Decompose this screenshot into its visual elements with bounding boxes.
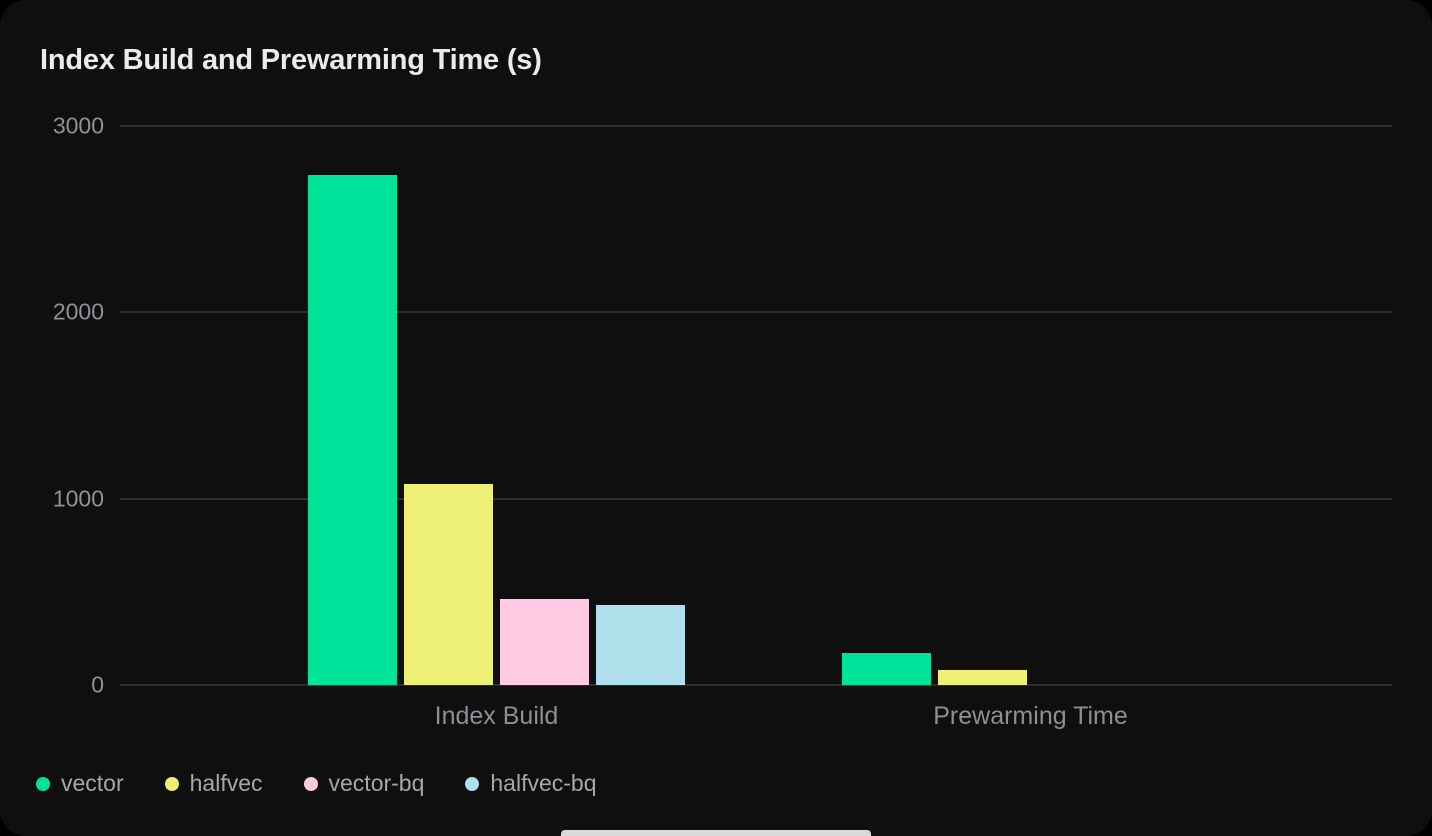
gridline-0 (120, 684, 1392, 686)
bar-group-prewarming-time (842, 126, 1219, 685)
chart-legend: vector halfvec vector-bq halfvec-bq (36, 770, 597, 797)
legend-label: halfvec (189, 770, 263, 796)
x-category-label-prewarming-time: Prewarming Time (933, 702, 1128, 730)
legend-dot-icon (303, 776, 318, 791)
y-tick-label-1000: 1000 (52, 485, 104, 512)
bars-layer (0, 126, 1432, 685)
gridline-3000 (120, 125, 1392, 127)
y-tick-label-0: 0 (91, 671, 104, 698)
y-tick-label-3000: 3000 (52, 112, 104, 139)
legend-label: vector (61, 770, 124, 796)
legend-label: halfvec-bq (490, 770, 597, 796)
bar-vector-index-build[interactable] (308, 175, 397, 685)
legend-item-vector[interactable]: vector (36, 770, 124, 797)
bar-halfvec-bq-index-build[interactable] (596, 605, 685, 685)
bar-vector-bq-index-build[interactable] (500, 599, 589, 685)
bar-vector-prewarming-time[interactable] (842, 652, 931, 685)
gridline-1000 (120, 497, 1392, 500)
legend-item-vector-bq[interactable]: vector-bq (303, 770, 425, 797)
legend-dot-icon (36, 776, 50, 791)
legend-dot-icon (164, 776, 179, 791)
legend-item-halfvec[interactable]: halfvec (164, 770, 263, 797)
bar-halfvec-prewarming-time[interactable] (938, 670, 1027, 685)
bar-group-index-build (308, 126, 685, 685)
legend-item-halfvec-bq[interactable]: halfvec-bq (465, 770, 597, 797)
legend-label: vector-bq (328, 770, 425, 796)
x-category-label-index-build: Index Build (434, 702, 559, 730)
y-tick-label-2000: 2000 (52, 298, 104, 325)
next-section-peek (561, 830, 871, 836)
chart-title: Index Build and Prewarming Time (s) (40, 44, 542, 76)
legend-dot-icon (465, 776, 480, 791)
bar-halfvec-index-build[interactable] (404, 483, 493, 685)
gridline-2000 (120, 311, 1392, 314)
